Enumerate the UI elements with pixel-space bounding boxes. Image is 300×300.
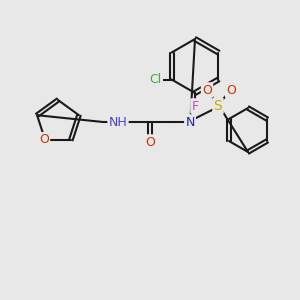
Text: S: S: [214, 99, 222, 113]
Text: NH: NH: [109, 116, 128, 128]
Text: O: O: [145, 136, 155, 148]
Text: Cl: Cl: [149, 73, 162, 86]
Text: O: O: [226, 83, 236, 97]
Text: O: O: [202, 83, 212, 97]
Text: F: F: [191, 100, 199, 112]
Text: O: O: [39, 133, 49, 146]
Text: N: N: [185, 116, 195, 128]
